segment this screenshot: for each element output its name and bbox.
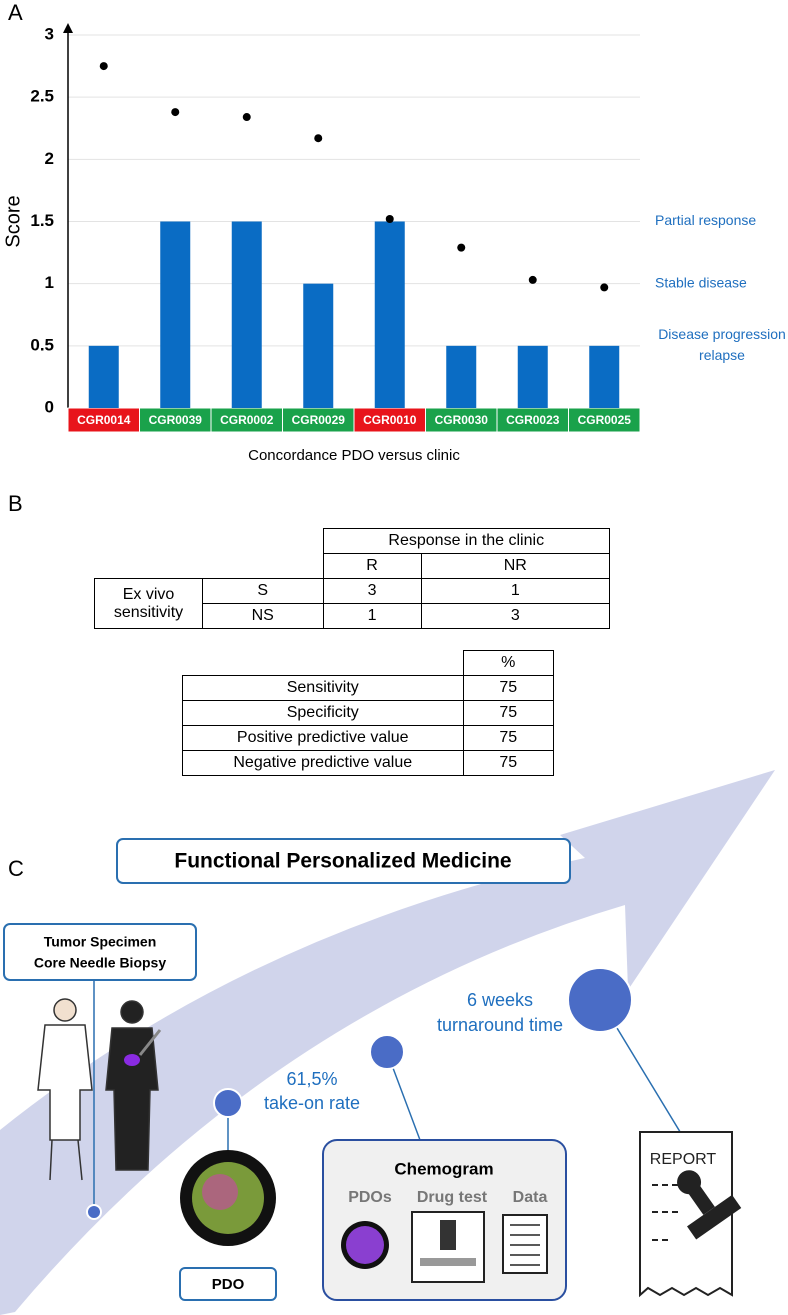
- bar: [303, 283, 334, 408]
- bar: [589, 345, 620, 408]
- drug-test-icon: [420, 1258, 476, 1266]
- turnaround: turnaround time: [437, 1015, 563, 1035]
- column-header: R: [322, 553, 422, 579]
- cell: 3: [420, 603, 611, 629]
- specimen-box: [3, 923, 197, 981]
- chemogram-title: Chemogram: [394, 1159, 493, 1178]
- point: [457, 243, 466, 252]
- diagram-title: Functional Personalized Medicine: [174, 850, 511, 873]
- category-box: [568, 407, 641, 433]
- y-tick-label: 3: [45, 24, 54, 43]
- row-header: NS: [202, 603, 324, 629]
- row-header: Negative predictive value: [182, 750, 464, 776]
- point: [242, 113, 251, 122]
- x-tick-label: CGR0030: [435, 413, 489, 427]
- title-box: [116, 838, 571, 884]
- cell: 75: [462, 675, 554, 701]
- annotation: Stable disease: [655, 274, 747, 290]
- table-header: Response in the clinic: [322, 528, 610, 554]
- pdo-icon: [346, 1226, 384, 1264]
- people-icon: [37, 998, 162, 1181]
- specimen-label: Tumor Specimen: [44, 934, 157, 950]
- data-icon: [510, 1224, 540, 1266]
- bar: [374, 221, 405, 408]
- annotation: Disease progression: [658, 326, 786, 342]
- report-icon: [639, 1131, 733, 1298]
- drug-test-icon: [440, 1220, 456, 1250]
- point: [600, 283, 609, 292]
- pdo-label: PDO: [212, 1276, 245, 1293]
- stamp-icon: [677, 1170, 742, 1240]
- cell: 1: [322, 603, 422, 629]
- x-tick-label: CGR0025: [578, 413, 632, 427]
- category-box: [139, 407, 212, 433]
- y-tick-label: 1.5: [30, 211, 54, 230]
- x-tick-label: CGR0002: [220, 413, 274, 427]
- point: [528, 275, 537, 284]
- turnaround: 6 weeks: [467, 990, 533, 1010]
- y-tick-label: 2: [45, 149, 54, 168]
- y-tick-label: 0: [45, 397, 54, 416]
- x-tick-label: CGR0029: [292, 413, 346, 427]
- take-on-rate: take-on rate: [264, 1093, 360, 1113]
- annotation: Partial response: [655, 212, 756, 228]
- panel-label: C: [8, 856, 24, 881]
- row-header: Positive predictive value: [182, 725, 464, 751]
- row-header: S: [202, 578, 324, 604]
- panel-label: B: [8, 491, 23, 516]
- x-tick-label: CGR0014: [77, 413, 131, 427]
- row-header: Sensitivity: [182, 675, 464, 701]
- annotation: relapse: [699, 347, 745, 363]
- take-on-rate: 61,5%: [286, 1069, 337, 1089]
- x-axis-label: Concordance PDO versus clinic: [248, 447, 460, 464]
- bar: [231, 221, 262, 408]
- y-tick-label: 0.5: [30, 335, 54, 354]
- progress-arrow: [0, 770, 775, 1315]
- point: [385, 215, 394, 224]
- point: [171, 108, 180, 117]
- chemogram-item: PDOs: [348, 1189, 392, 1206]
- response-table: Response in the clinic R NR Ex vivo sens…: [94, 528, 611, 629]
- pdo-image: [202, 1174, 238, 1210]
- x-tick-label: CGR0010: [363, 413, 417, 427]
- bar: [446, 345, 477, 408]
- column-header: NR: [420, 553, 611, 579]
- chemogram-item: Drug test: [417, 1189, 488, 1206]
- point: [314, 134, 323, 143]
- pdo-box: [179, 1267, 277, 1301]
- cell: 75: [462, 750, 554, 776]
- report-label: REPORT: [650, 1151, 717, 1168]
- category-box: [353, 407, 426, 433]
- panel-label: A: [8, 0, 23, 25]
- cell: 75: [462, 725, 554, 751]
- cell: 1: [420, 578, 611, 604]
- bar: [517, 345, 548, 408]
- metrics-table: % Sensitivity 75 Specificity 75 Positive p…: [182, 650, 554, 776]
- bar: [160, 221, 191, 408]
- cell: 3: [322, 578, 422, 604]
- x-tick-label: CGR0039: [149, 413, 203, 427]
- milestones: [86, 967, 633, 1220]
- y-axis-label: Score: [2, 195, 24, 247]
- row-group: Ex vivo sensitivity: [94, 578, 203, 629]
- bar: [88, 345, 119, 408]
- chemogram-item: Data: [513, 1189, 548, 1206]
- row-header: Specificity: [182, 700, 464, 726]
- point: [99, 62, 108, 71]
- y-axis-arrow: [63, 23, 73, 33]
- specimen-label: Core Needle Biopsy: [34, 955, 166, 971]
- y-tick-label: 2.5: [30, 87, 54, 106]
- table-header: %: [462, 650, 554, 676]
- cell: 75: [462, 700, 554, 726]
- y-tick-label: 1: [45, 273, 54, 292]
- x-tick-label: CGR0023: [506, 413, 560, 427]
